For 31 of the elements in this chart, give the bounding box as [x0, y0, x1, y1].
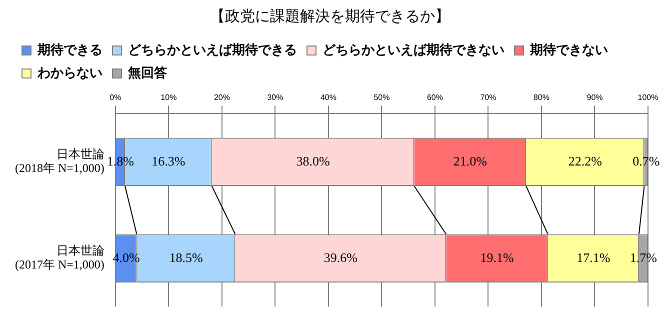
- legend-label: わからない: [36, 66, 102, 81]
- x-tick-label: 50%: [374, 93, 390, 102]
- x-tick-label: 10%: [160, 93, 177, 102]
- data-label: 21.0%: [453, 153, 488, 168]
- legend-label: どちらかといえば期待できない: [322, 42, 504, 58]
- legend-label: 無回答: [127, 66, 167, 81]
- x-tick-label: 100%: [638, 93, 658, 102]
- x-tick-label: 30%: [267, 93, 284, 102]
- x-tick-label: 80%: [533, 93, 550, 102]
- x-tick-label: 0%: [110, 93, 122, 102]
- legend-label: どちらかといえば期待できる: [128, 42, 297, 58]
- data-label: 22.2%: [568, 153, 602, 168]
- x-tick-label: 90%: [586, 93, 603, 102]
- x-tick-label: 20%: [214, 93, 230, 102]
- data-label: 17.1%: [576, 250, 610, 265]
- chart-title: 【政党に課題解決を期待できるか】: [210, 8, 450, 25]
- x-tick-label: 40%: [320, 93, 336, 102]
- legend-label: 期待できない: [529, 42, 608, 58]
- y-tick-label: 日本世論 (2018年 N=1,000): [14, 146, 104, 176]
- y-tick-label: 日本世論 (2017年 N=1,000): [14, 243, 104, 272]
- legend-label: 期待できる: [36, 42, 102, 58]
- x-tick-label: 60%: [426, 93, 443, 102]
- data-label: 39.6%: [324, 250, 358, 265]
- data-label: 0.7%: [632, 153, 660, 168]
- data-label: 38.0%: [296, 153, 330, 168]
- data-label: 16.3%: [152, 153, 186, 168]
- data-label: 1.8%: [106, 153, 134, 168]
- data-label: 18.5%: [169, 250, 203, 265]
- x-tick-label: 70%: [480, 93, 496, 102]
- data-label: 1.7%: [630, 250, 658, 265]
- data-label: 19.1%: [480, 250, 514, 265]
